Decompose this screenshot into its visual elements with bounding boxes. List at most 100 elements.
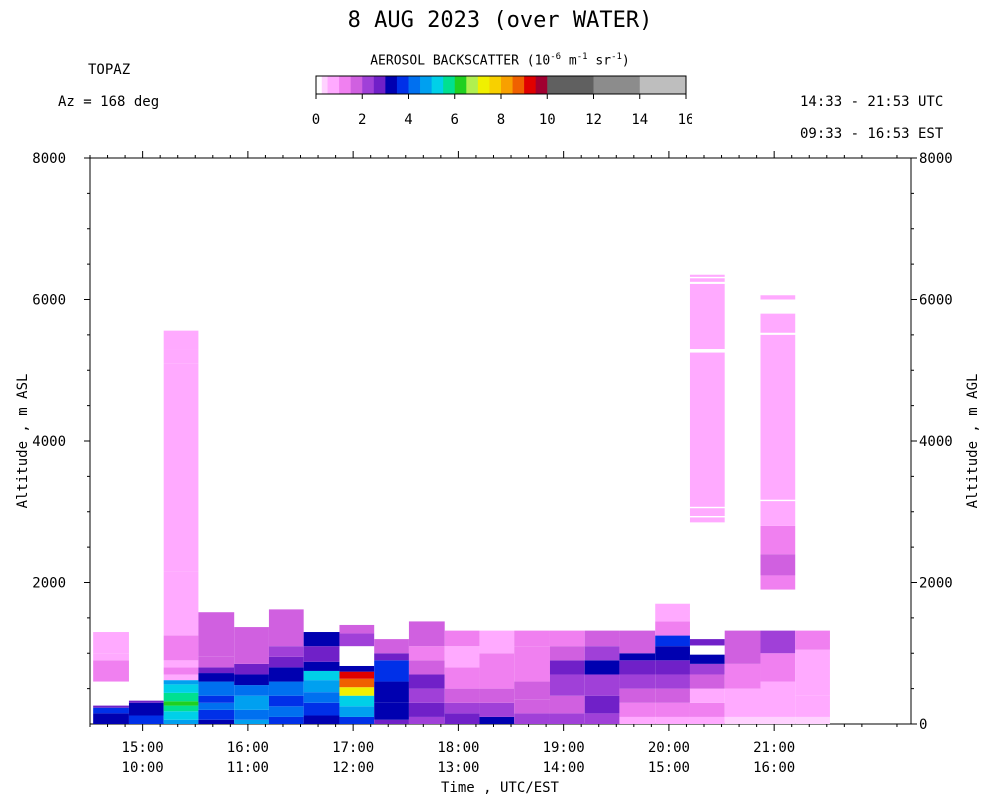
backscatter-cell (339, 624, 375, 634)
backscatter-cell (760, 630, 796, 654)
backscatter-cell (268, 609, 304, 647)
backscatter-cell (724, 688, 761, 717)
colorbar-bin (362, 76, 375, 94)
backscatter-cell (549, 713, 585, 724)
backscatter-cell (198, 709, 235, 720)
backscatter-cell (514, 646, 550, 682)
backscatter-cell (760, 716, 796, 724)
backscatter-cell (619, 702, 656, 717)
backscatter-cell (689, 688, 725, 703)
backscatter-cell (689, 702, 725, 717)
backscatter-cell (163, 330, 199, 350)
backscatter-cell (795, 630, 830, 650)
backscatter-cell (198, 719, 235, 724)
backscatter-cell (268, 706, 304, 717)
backscatter-cell (619, 688, 656, 703)
backscatter-cell (234, 627, 269, 664)
backscatter-cell (198, 695, 235, 703)
colorbar-bin (489, 76, 502, 94)
backscatter-cell (339, 678, 375, 688)
backscatter-cell (584, 713, 620, 724)
backscatter-cell (549, 630, 585, 647)
backscatter-cell (444, 630, 480, 647)
backscatter-cell (198, 656, 235, 668)
backscatter-cell (268, 656, 304, 668)
colorbar-bin (408, 76, 421, 94)
backscatter-cell (268, 695, 304, 707)
backscatter-cell (163, 692, 199, 702)
colorbar-bin (350, 76, 363, 94)
backscatter-cell (163, 667, 199, 675)
colorbar-bin (454, 76, 467, 94)
x-tick-label-utc: 21:00 (753, 740, 795, 756)
x-tick-label-est: 14:00 (543, 760, 585, 776)
backscatter-cell (655, 688, 690, 703)
backscatter-cell (760, 501, 796, 526)
backscatter-cell (655, 621, 690, 636)
backscatter-cell (163, 363, 199, 572)
est-time-range: 09:33 - 16:53 EST (800, 126, 944, 142)
backscatter-cell (408, 646, 445, 661)
colorbar-bin (593, 76, 641, 94)
backscatter-cell (268, 667, 304, 682)
colorbar-bin (501, 76, 513, 94)
backscatter-cell (549, 646, 585, 661)
backscatter-cell (128, 700, 164, 703)
data-cells (93, 274, 830, 724)
y-tick-label-left: 4000 (32, 434, 66, 450)
backscatter-cell (163, 719, 199, 724)
x-tick-label-utc: 15:00 (122, 740, 164, 756)
backscatter-cell (760, 313, 796, 333)
backscatter-cell (234, 709, 269, 720)
backscatter-cell (268, 716, 304, 724)
backscatter-cell (689, 508, 725, 516)
colorbar-bin (339, 76, 352, 94)
backscatter-cell (444, 667, 480, 689)
backscatter-cell (760, 334, 796, 500)
backscatter-cell (689, 274, 725, 277)
backscatter-cell (689, 283, 725, 350)
backscatter-cell (514, 713, 550, 724)
backscatter-cell (374, 702, 409, 720)
backscatter-cell (163, 680, 199, 685)
backscatter-cell (760, 653, 796, 682)
backscatter-cell (584, 695, 620, 714)
backscatter-cell (303, 632, 340, 647)
backscatter-cell (689, 654, 725, 664)
colorbar-bin (373, 76, 386, 94)
backscatter-cell (408, 702, 445, 717)
backscatter-cell (619, 630, 656, 654)
backscatter-cell (234, 663, 269, 675)
colorbar-tick-label: 14 (631, 112, 648, 128)
backscatter-cell (93, 660, 129, 682)
backscatter-cell (339, 706, 375, 717)
backscatter-cell (619, 653, 656, 661)
colorbar-bin (420, 76, 433, 94)
y-tick-label-right: 0 (919, 717, 927, 733)
colorbar-tick-label: 8 (497, 112, 505, 128)
backscatter-cell (234, 695, 269, 710)
x-tick-label-est: 11:00 (227, 760, 269, 776)
colorbar-bin (535, 76, 548, 94)
backscatter-cell (163, 674, 199, 681)
backscatter-cell (163, 635, 199, 661)
backscatter-cell (163, 660, 199, 668)
backscatter-cell (339, 695, 375, 707)
backscatter-cell (689, 517, 725, 523)
backscatter-cell (760, 554, 796, 576)
colorbar-tick-label: 2 (358, 112, 366, 128)
y-tick-label-left: 6000 (32, 293, 66, 309)
backscatter-cell (339, 716, 375, 724)
colorbar-bin (547, 76, 594, 94)
backscatter-cell (93, 705, 129, 708)
backscatter-cell (760, 575, 796, 590)
colorbar-title-main: AEROSOL BACKSCATTER (10 (370, 53, 551, 69)
backscatter-cell (689, 639, 725, 646)
colorbar-bin (443, 76, 456, 94)
backscatter-cell (479, 630, 515, 654)
backscatter-cell (549, 695, 585, 714)
x-tick-label-est: 10:00 (122, 760, 164, 776)
y-tick-label-right: 4000 (919, 434, 953, 450)
backscatter-cell (303, 646, 340, 662)
backscatter-cell (234, 674, 269, 686)
